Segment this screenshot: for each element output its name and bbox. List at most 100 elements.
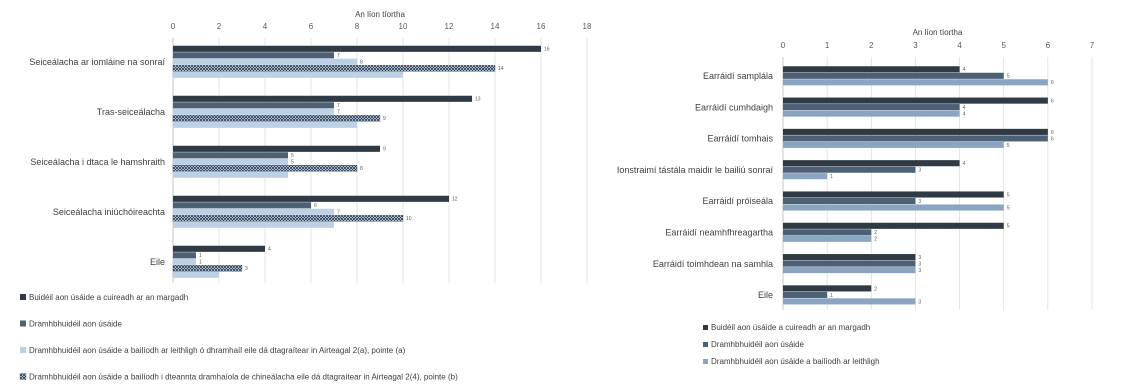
bar-0-1-2 (173, 152, 288, 159)
bar-1-1-4 (783, 197, 916, 205)
bar-0-0-0 (173, 45, 541, 52)
category-label-1-2: Earráidí tomhais (707, 134, 773, 144)
bar-1-0-7 (783, 285, 872, 292)
data-label-0-2-1: 7 (337, 110, 340, 116)
bar-1-0-4 (783, 191, 1004, 198)
legend-swatch-1-0 (703, 325, 708, 330)
category-label-1-1: Earráidí cumhdaigh (695, 102, 773, 112)
tick-label-1-6: 6 (1046, 41, 1051, 50)
bar-0-1-0 (173, 52, 334, 59)
data-label-0-1-3: 6 (314, 203, 317, 209)
data-label-1-0-7: 2 (874, 286, 877, 292)
legend-label-0-3: Dramhbhuidéil aon úsáide a bailíodh i dt… (29, 373, 458, 382)
tick-label-1-1: 1 (825, 41, 830, 50)
data-label-1-0-5: 5 (1007, 224, 1010, 230)
legend-label-1-0: Buidéil aon úsáide a cuireadh ar an marg… (711, 323, 870, 332)
tick-label-1-0: 0 (781, 41, 786, 50)
legend-swatch-0-0 (20, 294, 26, 300)
category-label-0-1: Tras-seiceálacha (97, 107, 165, 117)
legend-swatch-0-2 (20, 347, 26, 353)
data-label-1-0-2: 6 (1051, 130, 1054, 136)
data-label-0-3-3: 10 (406, 216, 412, 222)
data-label-0-3-0: 14 (498, 66, 504, 72)
tick-label-1-4: 4 (957, 41, 962, 50)
category-label-0-3: Seiceálacha iniúchóireachta (53, 207, 165, 217)
bar-0-4-4 (173, 271, 219, 278)
bar-1-2-1 (783, 110, 960, 117)
category-label-1-5: Earráidí neamhfhreagartha (665, 228, 773, 238)
data-label-1-1-0: 5 (1007, 74, 1010, 80)
data-label-1-0-1: 6 (1051, 98, 1054, 104)
bar-1-2-4 (783, 204, 1004, 211)
category-label-1-7: Eile (758, 290, 773, 300)
bar-1-2-7 (783, 298, 916, 305)
legend-swatch-1-2 (703, 359, 708, 364)
bar-0-3-1 (172, 115, 381, 122)
category-label-0-2: Seiceálacha i dtaca le hamshraith (30, 157, 165, 167)
category-label-1-3: Ionstraimí tástála maidir le bailiú sonr… (617, 165, 774, 175)
bar-1-2-5 (783, 235, 872, 242)
data-label-1-2-0: 6 (1051, 80, 1054, 86)
tick-label-0-6: 12 (445, 22, 454, 31)
data-label-1-2-2: 5 (1007, 143, 1010, 149)
bar-0-0-3 (173, 195, 449, 202)
data-label-0-0-3: 12 (452, 197, 458, 203)
legend-swatch-0-1 (20, 320, 26, 327)
data-label-1-2-4: 5 (1007, 205, 1010, 211)
data-label-1-0-0: 4 (963, 67, 966, 73)
data-label-1-2-1: 4 (963, 111, 966, 117)
legend-label-0-1: Dramhbhuidéil aon úsáide (29, 320, 123, 329)
data-label-1-2-3: 1 (830, 174, 833, 180)
bar-0-4-2 (173, 171, 288, 178)
tick-label-0-1: 2 (217, 22, 222, 31)
data-label-0-0-1: 13 (475, 97, 481, 103)
category-label-1-4: Earráidí próiseála (702, 196, 773, 206)
bar-0-1-4 (173, 252, 196, 259)
legend-label-1-1: Dramhbhuidéil aon úsáide (711, 340, 805, 349)
bar-0-1-1 (173, 102, 334, 109)
data-label-1-1-6: 3 (918, 261, 921, 267)
bar-0-3-3 (172, 215, 404, 222)
legend-label-0-0: Buidéil aon úsáide a cuireadh ar an marg… (29, 293, 188, 302)
data-label-0-0-2: 9 (383, 147, 386, 153)
category-label-0-0: Seiceálacha ar iomláine na sonraí (29, 57, 165, 67)
bar-1-1-0 (783, 72, 1004, 79)
data-label-0-2-2: 5 (291, 160, 294, 166)
bar-1-0-2 (783, 128, 1048, 135)
bar-1-2-0 (783, 79, 1048, 86)
data-label-1-1-2: 6 (1051, 136, 1054, 142)
bar-0-3-0 (172, 65, 496, 72)
data-label-0-3-2: 8 (360, 166, 363, 172)
bar-1-0-5 (783, 222, 1004, 229)
bar-0-4-0 (173, 71, 403, 78)
bar-1-2-3 (783, 173, 828, 180)
x-axis-title-0: An líon tíortha (355, 10, 405, 19)
data-label-0-3-4: 3 (245, 266, 248, 272)
data-label-1-1-5: 2 (874, 230, 877, 236)
tick-label-1-5: 5 (1001, 41, 1006, 50)
bar-0-2-0 (173, 58, 357, 65)
legend-swatch-0-3 (19, 373, 27, 380)
tick-label-0-5: 10 (399, 22, 408, 31)
data-label-1-2-5: 2 (874, 237, 877, 243)
tick-label-1-2: 2 (869, 41, 874, 50)
tick-label-0-3: 6 (309, 22, 314, 31)
tick-label-0-2: 4 (263, 22, 268, 31)
data-label-0-2-3: 7 (337, 210, 340, 216)
data-label-1-0-6: 3 (918, 255, 921, 261)
x-axis-title-1: An líon tíortha (913, 28, 963, 37)
bar-0-1-3 (173, 202, 311, 209)
bar-0-3-4 (172, 265, 243, 272)
bar-0-3-2 (172, 165, 358, 172)
legend-label-0-2: Dramhbhuidéil aon úsáide a bailíodh ar l… (29, 346, 406, 355)
bar-1-2-6 (783, 267, 916, 274)
data-label-0-3-1: 9 (383, 116, 386, 122)
bar-1-1-6 (783, 260, 916, 267)
data-label-1-0-4: 5 (1007, 192, 1010, 198)
tick-label-0-7: 14 (491, 22, 500, 31)
bar-1-0-6 (783, 254, 916, 261)
tick-label-0-8: 16 (537, 22, 546, 31)
bar-0-4-1 (173, 121, 357, 128)
tick-label-0-4: 8 (355, 22, 360, 31)
